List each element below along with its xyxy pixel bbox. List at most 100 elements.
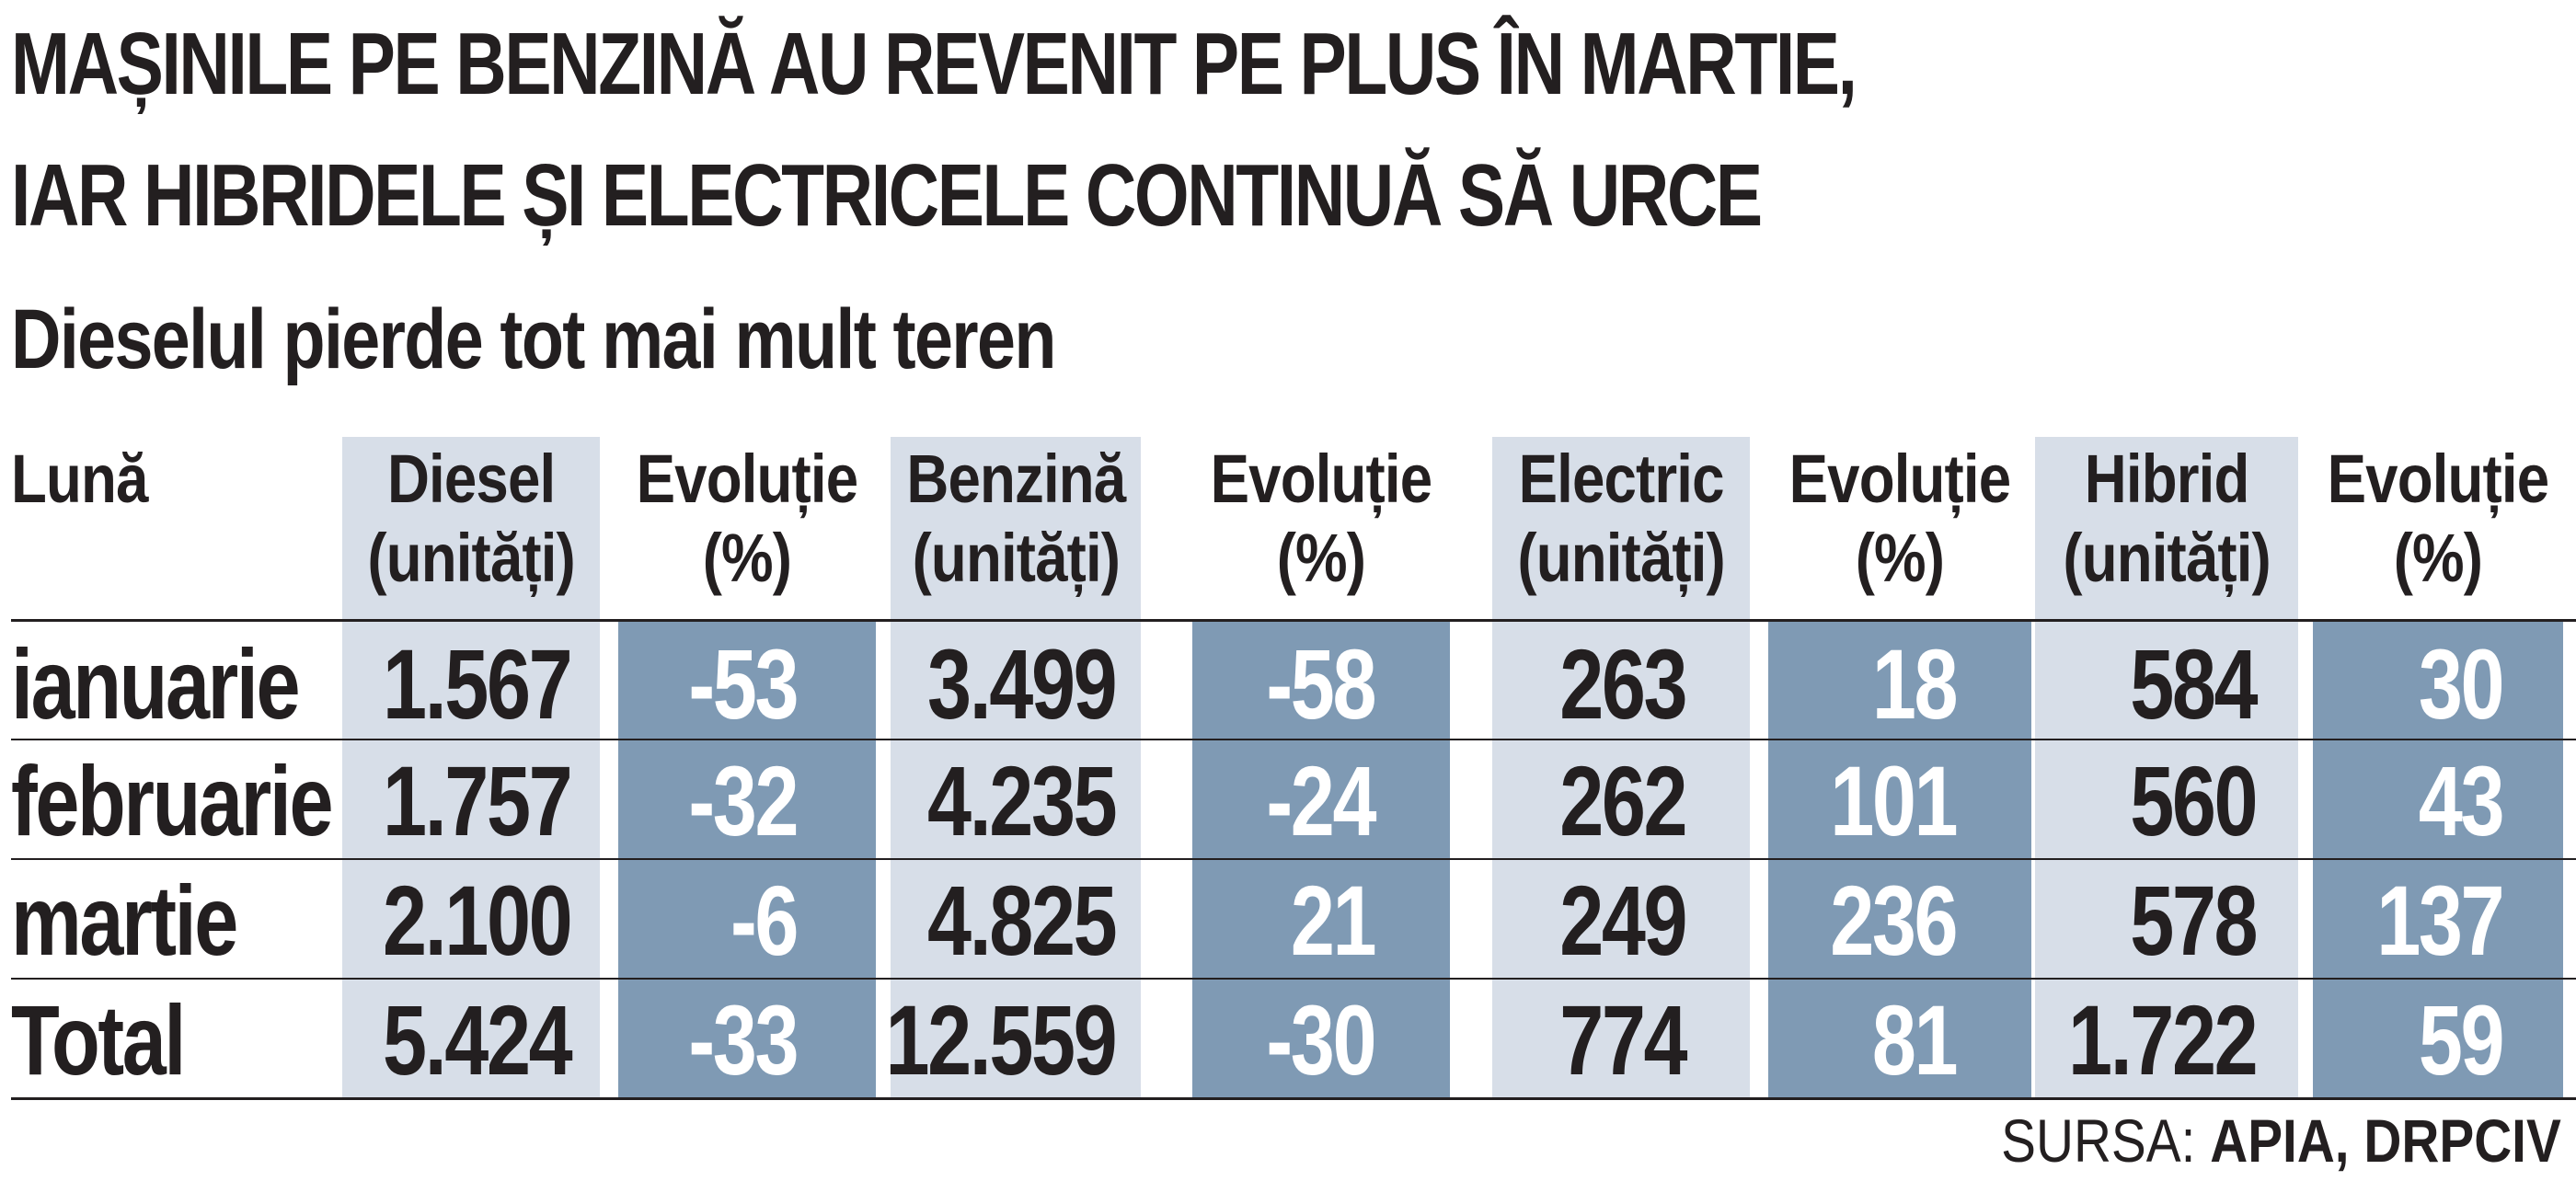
column-header-2: Evoluție (%)	[618, 440, 876, 614]
table-cell-r0-c6: 18	[1652, 624, 1959, 743]
table-cell-r0-c4: -58	[1071, 624, 1376, 743]
table-cell-r3-c6: 81	[1652, 980, 1959, 1099]
table-cell-r0-c1: 1.567	[267, 624, 573, 743]
column-header-text-0: Lună	[11, 441, 148, 517]
table-cell-text-r0-c6: 18	[1871, 627, 1959, 740]
table-cell-text-r3-c8: 59	[2418, 983, 2505, 1095]
table-cell-text-r1-c6: 101	[1830, 744, 1958, 856]
table-cell-text-r0-c3: 3.499	[926, 627, 1118, 740]
column-header-text-2: Evoluție (%)	[636, 441, 859, 596]
table-cell-r3-c0: Total	[11, 980, 333, 1099]
column-header-5: Electric (unități)	[1492, 440, 1750, 614]
column-header-bg-5	[1492, 437, 1750, 619]
table-cell-r2-c5: 249	[1382, 860, 1687, 980]
table-cell-r1-c1: 1.757	[267, 740, 573, 860]
table-cell-text-r1-c1: 1.757	[382, 744, 573, 856]
table-rule-3	[11, 978, 2576, 980]
column-header-text-3: Benzină (unități)	[906, 441, 1126, 596]
column-header-bg-3	[891, 437, 1141, 619]
table-cell-text-r0-c8: 30	[2418, 627, 2505, 740]
table-cell-text-r0-c7: 584	[2130, 627, 2258, 740]
table-cell-r2-c0: martie	[11, 860, 333, 980]
table-cell-r1-c5: 262	[1382, 740, 1687, 860]
table-cell-text-r3-c1: 5.424	[382, 983, 573, 1095]
table-cell-r1-c0: februarie	[11, 740, 334, 860]
table-cell-r2-c4: 21	[1071, 860, 1377, 980]
table-rule-0	[11, 619, 2576, 622]
source-note: SURSA: APIA, DRPCIV	[2001, 1108, 2561, 1173]
table-cell-text-r2-c4: 21	[1290, 864, 1377, 976]
source-prefix: SURSA:	[2001, 1106, 2211, 1175]
table-cell-r3-c1: 5.424	[267, 980, 573, 1099]
table-cell-r1-c7: 560	[1952, 740, 2258, 860]
column-header-1: Diesel (unități)	[342, 440, 600, 614]
column-header-text-8: Evoluție (%)	[2327, 441, 2550, 596]
table-cell-r3-c4: -30	[1071, 980, 1376, 1099]
table-rule-1	[11, 739, 2576, 740]
table-cell-text-r3-c2: -33	[688, 983, 799, 1095]
table-cell-r0-c2: -53	[493, 624, 799, 743]
table-cell-r1-c6: 101	[1652, 740, 1958, 860]
table-cell-r1-c3: 4.235	[811, 740, 1118, 860]
column-header-text-5: Electric (unități)	[1517, 441, 1725, 596]
table-cell-r2-c1: 2.100	[267, 860, 573, 980]
column-header-0: Lună	[11, 440, 333, 614]
column-header-text-6: Evoluție (%)	[1788, 441, 2012, 596]
table-cell-r2-c7: 578	[1952, 860, 2258, 980]
column-header-text-4: Evoluție (%)	[1210, 441, 1433, 596]
column-header-3: Benzină (unități)	[891, 440, 1141, 614]
table-cell-text-r2-c7: 578	[2130, 864, 2258, 976]
table-cell-r0-c8: 30	[2199, 624, 2505, 743]
table-cell-text-r0-c1: 1.567	[382, 627, 573, 740]
table-cell-text-r2-c8: 137	[2376, 864, 2504, 976]
table-cell-text-r1-c0: februarie	[11, 744, 334, 856]
table-cell-r0-c0: ianuarie	[11, 624, 333, 743]
table-cell-r3-c2: -33	[493, 980, 799, 1099]
table-cell-text-r2-c1: 2.100	[382, 864, 573, 976]
column-header-7: Hibrid (unități)	[2035, 440, 2298, 614]
table-cell-text-r3-c6: 81	[1871, 983, 1959, 1095]
table-cell-r3-c7: 1.722	[1952, 980, 2259, 1099]
source-names: APIA, DRPCIV	[2210, 1106, 2561, 1175]
table-cell-text-r3-c7: 1.722	[2067, 983, 2259, 1095]
column-header-bg-1	[342, 437, 600, 619]
table-cell-r0-c5: 263	[1382, 624, 1687, 743]
table-cell-r2-c6: 236	[1652, 860, 1958, 980]
table-rule-2	[11, 858, 2576, 860]
table-cell-text-r1-c7: 560	[2130, 744, 2258, 856]
table-cell-text-r3-c5: 774	[1559, 983, 1687, 1095]
table-cell-text-r0-c4: -58	[1266, 627, 1376, 740]
chart-subtitle: Dieselul pierde tot mai mult teren	[11, 292, 1056, 386]
table-cell-text-r2-c3: 4.825	[926, 864, 1118, 976]
table-cell-text-r3-c4: -30	[1266, 983, 1376, 1095]
table-cell-text-r2-c2: -6	[730, 864, 799, 976]
table-cell-r1-c2: -32	[493, 740, 799, 860]
table-cell-r3-c5: 774	[1382, 980, 1687, 1099]
table-cell-text-r3-c0: Total	[11, 983, 186, 1095]
table-cell-r1-c8: 43	[2199, 740, 2505, 860]
table-cell-r1-c4: -24	[1071, 740, 1376, 860]
column-header-bg-7	[2035, 437, 2298, 619]
column-header-text-1: Diesel (unități)	[367, 441, 575, 596]
table-cell-r2-c3: 4.825	[811, 860, 1118, 980]
chart-title-line-1: MAȘINILE PE BENZINĂ AU REVENIT PE PLUS Î…	[11, 15, 1857, 113]
table-cell-text-r0-c5: 263	[1559, 627, 1687, 740]
table-cell-text-r1-c4: -24	[1266, 744, 1376, 856]
table-cell-r0-c7: 584	[1952, 624, 2258, 743]
column-header-8: Evoluție (%)	[2313, 440, 2563, 614]
table-cell-text-r0-c2: -53	[688, 627, 799, 740]
table-rule-4	[11, 1097, 2576, 1100]
column-header-6: Evoluție (%)	[1768, 440, 2031, 614]
column-header-text-7: Hibrid (unități)	[2063, 441, 2271, 596]
table-cell-text-r1-c3: 4.235	[926, 744, 1118, 856]
column-header-4: Evoluție (%)	[1192, 440, 1450, 614]
table-cell-r0-c3: 3.499	[811, 624, 1118, 743]
table-cell-text-r2-c6: 236	[1830, 864, 1958, 976]
table-cell-r2-c8: 137	[2199, 860, 2504, 980]
table-cell-text-r0-c0: ianuarie	[11, 627, 301, 740]
table-cell-text-r2-c0: martie	[11, 864, 238, 976]
table-cell-text-r1-c5: 262	[1559, 744, 1687, 856]
chart-title-line-2: IAR HIBRIDELE ȘI ELECTRICELE CONTINUĂ SĂ…	[11, 146, 1763, 245]
table-cell-text-r2-c5: 249	[1559, 864, 1687, 976]
